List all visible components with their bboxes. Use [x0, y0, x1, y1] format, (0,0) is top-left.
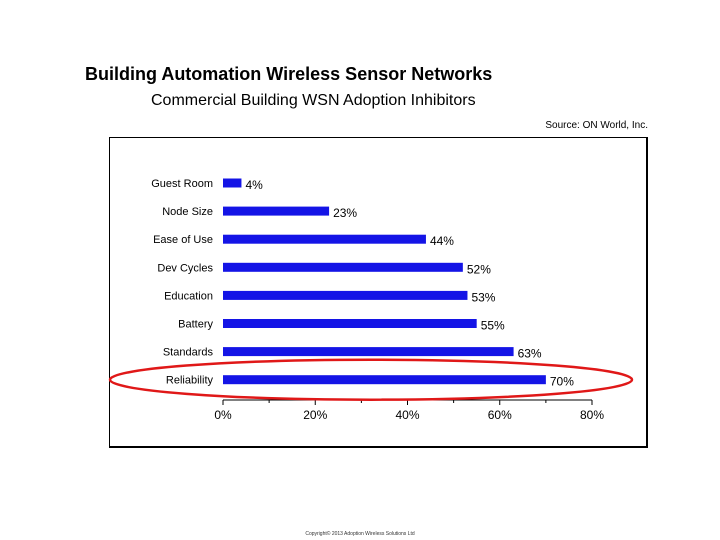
x-tick-label: 20% — [303, 408, 327, 422]
source-note: Source: ON World, Inc. — [545, 120, 648, 131]
data-label: 70% — [550, 375, 574, 389]
data-label: 53% — [471, 290, 495, 304]
category-label: Reliability — [166, 375, 214, 387]
data-label: 23% — [333, 206, 357, 220]
category-label: Guest Room — [151, 178, 213, 190]
x-tick-label: 80% — [580, 408, 604, 422]
data-label: 63% — [518, 347, 542, 361]
category-label: Battery — [178, 319, 213, 331]
x-tick-label: 0% — [214, 408, 232, 422]
bar — [223, 206, 330, 216]
category-label: Education — [164, 290, 213, 302]
category-label: Ease of Use — [153, 234, 213, 246]
bar — [223, 290, 468, 300]
data-label: 55% — [481, 319, 505, 333]
bar — [223, 178, 242, 188]
data-label: 44% — [430, 234, 454, 248]
chart-frame — [109, 137, 648, 448]
bar — [223, 375, 546, 385]
bar — [223, 262, 463, 272]
highlight-ellipse — [108, 358, 634, 401]
x-tick-label: 40% — [395, 408, 419, 422]
bar — [223, 319, 477, 328]
bar — [223, 347, 514, 357]
category-label: Node Size — [162, 206, 213, 218]
bar — [223, 234, 426, 244]
data-label: 4% — [245, 178, 263, 192]
category-label: Standards — [163, 347, 214, 359]
data-label: 52% — [467, 262, 491, 276]
copyright-note: Copyright© 2013 Adoption Wireless Soluti… — [305, 531, 415, 537]
x-tick-label: 60% — [488, 408, 512, 422]
category-label: Dev Cycles — [157, 262, 213, 274]
slide-subtitle: Commercial Building WSN Adoption Inhibit… — [151, 92, 476, 109]
slide-title: Building Automation Wireless Sensor Netw… — [85, 64, 493, 84]
